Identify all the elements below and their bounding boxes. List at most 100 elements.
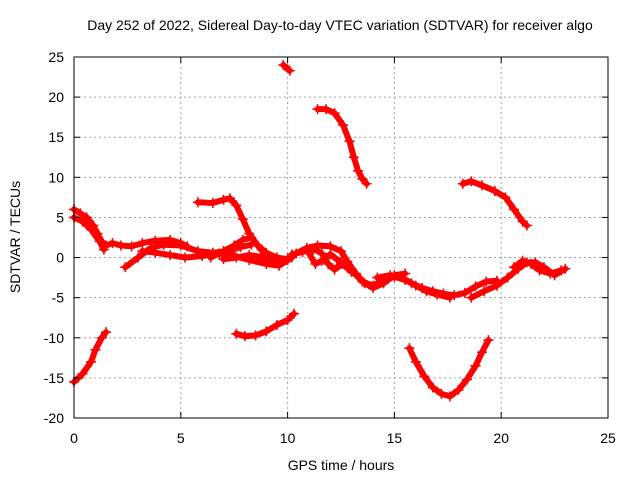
chart-title: Day 252 of 2022, Sidereal Day-to-day VTE… [87,17,593,33]
data-point-marker [476,347,487,358]
y-axis-ticks: 25 20 15 10 5 0 -5 -10 -15 -20 [44,49,608,426]
data-point-marker [77,368,88,379]
data-point-marker [357,173,368,184]
series-arc-2 [69,212,109,255]
data-point-marker [180,252,191,263]
data-point-marker [361,178,372,189]
data-point-marker [329,264,340,275]
data-point-marker [286,249,297,260]
series-trace [314,106,370,187]
data-point-marker [444,391,455,402]
data-point-marker [344,136,355,147]
data-point-marker [137,246,148,257]
data-point-marker [96,332,107,343]
data-point-marker [278,60,289,71]
x-tick-label: 0 [70,430,78,446]
data-point-marker [476,180,487,191]
data-point-marker [205,252,216,263]
data-point-marker [348,152,359,163]
y-tick-label: 15 [48,129,64,145]
data-point-marker [237,214,248,225]
data-point-marker [218,194,229,205]
data-point-marker [284,65,295,76]
data-point-marker [282,254,293,265]
data-point-marker [246,232,257,243]
data-point-marker [368,280,379,291]
data-point-marker [449,290,460,301]
data-point-marker [244,250,255,261]
data-point-marker [372,272,383,283]
data-point-marker [126,241,137,252]
data-point-marker [353,165,364,176]
series-arc-10 [278,60,295,76]
data-point-marker [385,270,396,281]
data-point-marker [466,176,477,187]
data-point-marker [231,252,242,263]
data-point-marker [316,255,327,266]
series-arc-15 [404,335,494,402]
series-arc-3 [69,327,112,387]
x-tick-label: 15 [387,430,403,446]
data-point-marker [158,239,169,250]
data-point-marker [419,371,430,382]
data-point-marker [250,330,261,341]
y-tick-label: 25 [48,49,64,65]
data-point-marker [406,278,417,289]
data-point-marker [282,315,293,326]
data-point-marker [239,331,250,342]
y-tick-label: 5 [56,209,64,225]
data-point-marker [410,356,421,367]
data-point-marker [75,208,86,219]
data-point-marker [500,192,511,203]
series-arc-12 [303,248,357,277]
data-point-marker [457,178,468,189]
data-point-marker [192,197,203,208]
series-arc-8 [218,250,285,268]
series-arc-14 [372,270,502,301]
x-axis-title: GPS time / hours [288,457,395,473]
data-point-marker [357,276,368,287]
data-point-marker [404,343,415,354]
data-point-marker [459,287,470,298]
y-tick-label: -5 [52,290,65,306]
data-point-marker [453,384,464,395]
x-tick-label: 20 [493,430,509,446]
data-point-marker [323,258,334,269]
series-trace [406,337,492,400]
data-point-marker [479,286,490,297]
data-point-marker [336,246,346,257]
y-tick-label: 10 [48,169,64,185]
data-point-marker [207,198,218,209]
data-point-marker [526,258,537,269]
data-point-marker [289,308,300,319]
data-point-marker [395,271,406,282]
data-point-marker [466,292,477,303]
data-point-marker [165,250,176,261]
data-point-marker [470,281,481,292]
data-point-marker [517,255,528,266]
series-arc-13 [312,104,372,189]
data-point-marker [256,251,267,262]
series-trace [306,250,355,275]
data-point-marker [265,255,276,266]
data-point-marker [90,344,101,355]
data-point-marker [86,356,97,367]
data-point-marker [336,257,346,268]
plot-frame [73,56,609,419]
data-point-marker [491,280,502,291]
x-tick-label: 25 [600,430,616,446]
data-point-marker [556,265,567,276]
data-point-marker [534,265,545,276]
data-point-marker [483,335,494,346]
series-arc-18 [509,255,567,279]
data-point-marker [77,216,88,227]
data-point-marker [438,288,449,299]
data-point-marker [502,272,513,283]
y-axis-title: SDTVAR / TECUs [7,181,23,293]
y-tick-label: 0 [56,250,64,266]
data-point-marker [271,319,282,330]
data-point-marker [303,248,314,259]
data-point-marker [252,240,263,251]
data-point-marker [175,240,186,251]
data-point-marker [297,246,308,257]
